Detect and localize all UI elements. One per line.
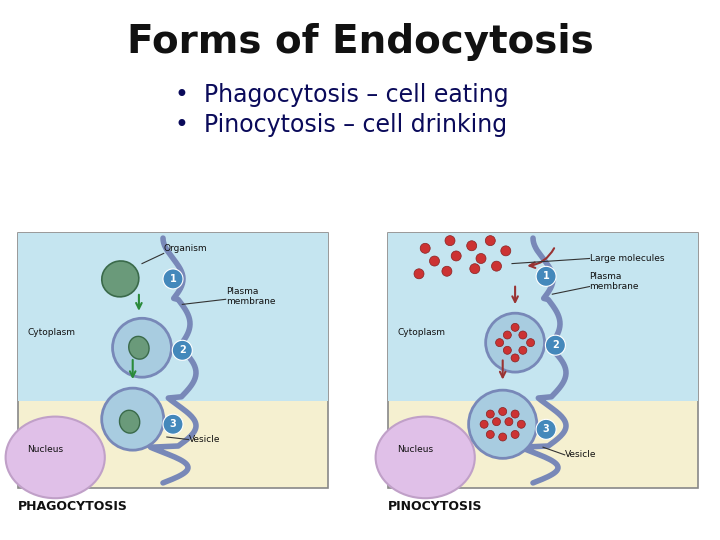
Circle shape — [430, 256, 439, 266]
Circle shape — [503, 346, 511, 354]
Circle shape — [492, 261, 502, 271]
Circle shape — [469, 390, 537, 458]
Ellipse shape — [6, 416, 105, 498]
Circle shape — [505, 418, 513, 426]
Text: 1: 1 — [543, 271, 549, 281]
FancyBboxPatch shape — [18, 233, 328, 401]
Circle shape — [451, 251, 462, 261]
Circle shape — [442, 266, 452, 276]
Text: Cytoplasm: Cytoplasm — [397, 328, 445, 337]
Circle shape — [420, 244, 431, 253]
Text: PINOCYTOSIS: PINOCYTOSIS — [388, 500, 482, 513]
Circle shape — [517, 420, 526, 428]
Ellipse shape — [129, 336, 149, 359]
Circle shape — [511, 354, 519, 362]
Circle shape — [492, 418, 500, 426]
Circle shape — [486, 430, 495, 438]
Circle shape — [486, 410, 495, 418]
Circle shape — [102, 388, 163, 450]
Circle shape — [503, 331, 511, 339]
Circle shape — [163, 269, 183, 289]
Circle shape — [536, 420, 556, 440]
Ellipse shape — [102, 261, 139, 297]
Circle shape — [172, 340, 192, 360]
Circle shape — [112, 318, 171, 377]
FancyBboxPatch shape — [388, 233, 698, 401]
FancyBboxPatch shape — [388, 233, 698, 488]
Text: Plasma
membrane: Plasma membrane — [225, 287, 275, 306]
Text: Nucleus: Nucleus — [397, 446, 433, 454]
Circle shape — [467, 241, 477, 251]
Text: Forms of Endocytosis: Forms of Endocytosis — [127, 23, 593, 61]
Text: •  Pinocytosis – cell drinking: • Pinocytosis – cell drinking — [175, 113, 507, 137]
Circle shape — [519, 346, 527, 354]
Text: Vesicle: Vesicle — [564, 450, 596, 460]
Text: Large molecules: Large molecules — [590, 254, 664, 263]
Text: Plasma
membrane: Plasma membrane — [590, 272, 639, 291]
Circle shape — [485, 235, 495, 246]
Text: 3: 3 — [543, 424, 549, 434]
Circle shape — [499, 408, 507, 415]
Circle shape — [476, 253, 486, 264]
Circle shape — [501, 246, 510, 256]
Text: Vesicle: Vesicle — [189, 435, 220, 444]
Text: 1: 1 — [170, 274, 176, 284]
Circle shape — [511, 410, 519, 418]
Circle shape — [163, 414, 183, 434]
Ellipse shape — [376, 416, 474, 498]
Circle shape — [486, 313, 544, 372]
Circle shape — [536, 266, 556, 286]
Text: 3: 3 — [170, 419, 176, 429]
Text: •  Phagocytosis – cell eating: • Phagocytosis – cell eating — [175, 83, 508, 107]
Circle shape — [526, 339, 534, 347]
Circle shape — [470, 264, 480, 274]
Circle shape — [445, 235, 455, 246]
Text: Organism: Organism — [163, 244, 207, 253]
Circle shape — [546, 335, 565, 355]
Circle shape — [495, 339, 503, 347]
Text: Cytoplasm: Cytoplasm — [27, 328, 76, 337]
FancyBboxPatch shape — [18, 233, 328, 488]
Circle shape — [519, 331, 527, 339]
Text: Nucleus: Nucleus — [27, 446, 63, 454]
Circle shape — [511, 430, 519, 438]
Text: 2: 2 — [552, 340, 559, 350]
Circle shape — [414, 269, 424, 279]
Ellipse shape — [120, 410, 140, 433]
Circle shape — [480, 420, 488, 428]
Text: 2: 2 — [179, 345, 186, 355]
Text: PHAGOCYTOSIS: PHAGOCYTOSIS — [18, 500, 128, 513]
Circle shape — [499, 433, 507, 441]
Circle shape — [511, 323, 519, 332]
